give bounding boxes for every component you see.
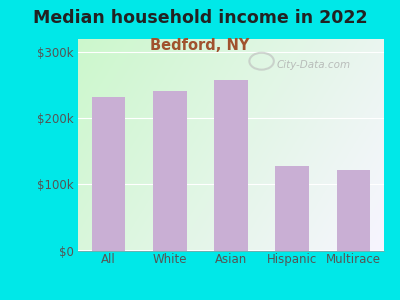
Text: Median household income in 2022: Median household income in 2022 — [33, 9, 367, 27]
Bar — [92, 97, 126, 250]
Text: City-Data.com: City-Data.com — [277, 60, 351, 70]
Bar — [153, 91, 187, 250]
Bar — [214, 80, 248, 250]
Text: Bedford, NY: Bedford, NY — [150, 38, 250, 52]
Bar — [336, 170, 370, 250]
Bar — [275, 166, 309, 250]
